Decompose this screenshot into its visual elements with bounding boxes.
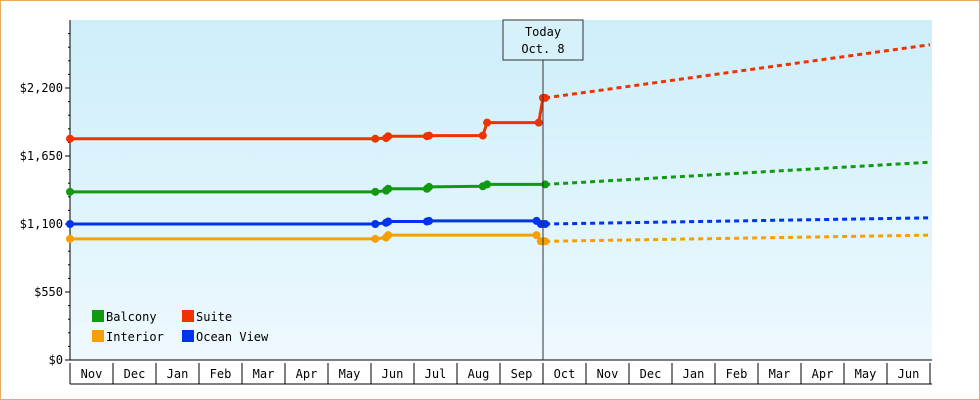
x-tick-label: Jun	[382, 367, 404, 381]
x-tick-label: Feb	[210, 367, 232, 381]
balcony-point	[384, 184, 393, 193]
legend-swatch-ocean-view	[182, 330, 194, 342]
suite-point	[483, 118, 492, 127]
ocean-view-point	[384, 217, 393, 226]
legend-swatch-suite	[182, 310, 194, 322]
today-date-label: Oct. 8	[521, 42, 564, 56]
x-tick-label: Apr	[296, 367, 318, 381]
interior-point	[66, 234, 74, 243]
x-tick-label: Sep	[511, 367, 533, 381]
x-tick-label: Mar	[769, 367, 791, 381]
x-tick-label: May	[339, 367, 361, 381]
x-tick-label: Oct	[554, 367, 576, 381]
ocean-view-point	[66, 220, 74, 228]
x-tick-label: May	[855, 367, 877, 381]
balcony-point	[66, 187, 74, 196]
plot-background	[70, 20, 932, 360]
suite-point	[66, 134, 74, 143]
y-tick-label: $1,100	[20, 217, 63, 231]
x-tick-label: Dec	[124, 367, 146, 381]
interior-forecast-line	[545, 233, 931, 243]
suite-point	[534, 118, 543, 127]
x-tick-label: Jan	[167, 367, 189, 381]
legend-label-balcony: Balcony	[106, 310, 157, 324]
x-tick-label: Dec	[640, 367, 662, 381]
legend-swatch-interior	[92, 330, 104, 342]
balcony-point	[483, 180, 492, 189]
ocean-view-point	[371, 220, 380, 228]
suite-point	[478, 131, 487, 140]
ocean-view-point	[425, 216, 434, 225]
suite-point	[541, 93, 550, 102]
interior-point	[541, 237, 550, 246]
legend-label-suite: Suite	[196, 310, 232, 324]
legend-label-ocean-view: Ocean View	[196, 330, 269, 344]
y-tick-label: $2,200	[20, 81, 63, 95]
balcony-point	[371, 187, 380, 196]
y-tick-label: $0	[49, 353, 63, 367]
x-tick-label: Jun	[898, 367, 920, 381]
x-tick-label: Nov	[81, 367, 103, 381]
interior-point	[384, 231, 393, 240]
x-tick-label: Jul	[425, 367, 447, 381]
x-tick-label: Mar	[253, 367, 275, 381]
x-tick-label: Apr	[812, 367, 834, 381]
suite-point	[384, 132, 393, 141]
balcony-forecast-line	[545, 160, 931, 186]
x-tick-label: Nov	[597, 367, 619, 381]
suite-forecast-line	[544, 43, 931, 100]
y-tick-label: $1,650	[20, 149, 63, 163]
balcony-point	[541, 180, 550, 189]
y-tick-label: $550	[34, 285, 63, 299]
x-tick-label: Jan	[683, 367, 705, 381]
suite-point	[371, 134, 380, 143]
suite-point	[425, 131, 434, 140]
interior-point	[371, 234, 380, 243]
x-tick-label: Aug	[468, 367, 490, 381]
today-label-box	[502, 19, 584, 61]
today-label: Today	[525, 25, 561, 39]
legend-swatch-balcony	[92, 310, 104, 322]
balcony-point	[425, 182, 434, 191]
interior-point	[532, 231, 541, 240]
ocean-view-forecast-line	[545, 216, 931, 226]
legend-label-interior: Interior	[106, 330, 164, 344]
x-tick-label: Feb	[726, 367, 748, 381]
ocean-view-point	[541, 220, 550, 228]
